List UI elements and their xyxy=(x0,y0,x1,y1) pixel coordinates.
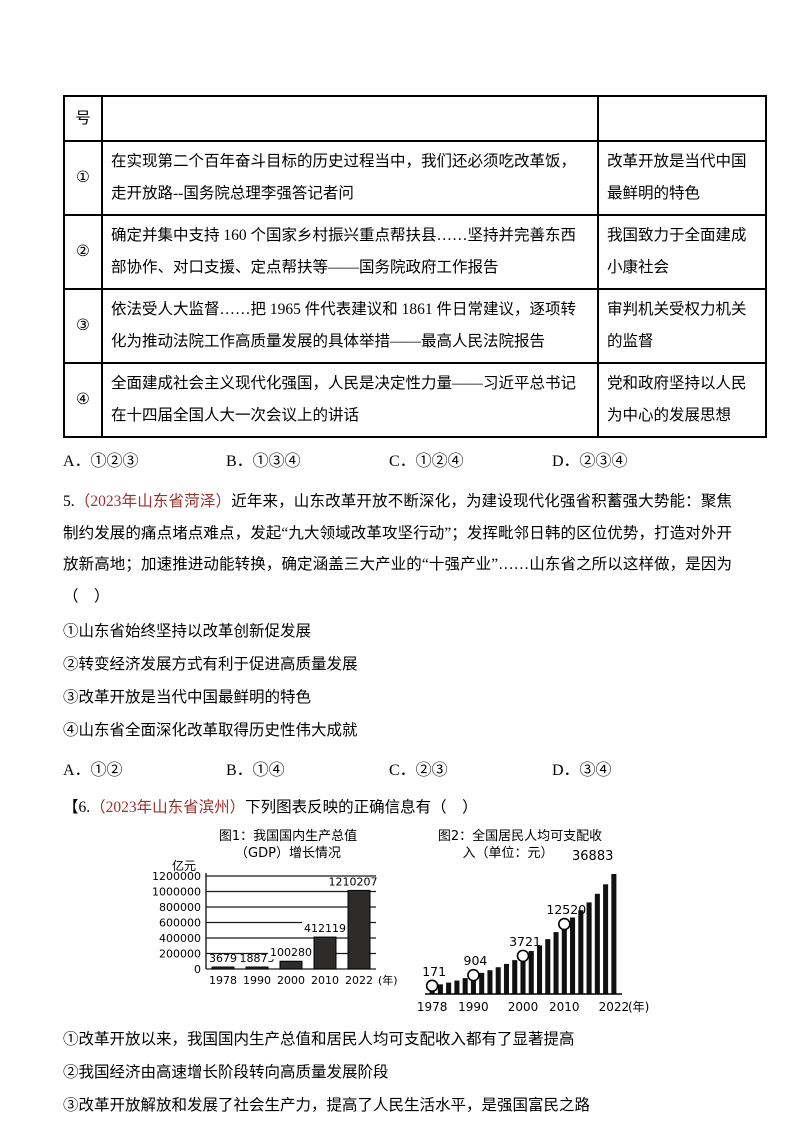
row-content: 依法受人大监督……把 1965 件代表建议和 1861 件日常建议，逐项转化为推… xyxy=(101,288,599,364)
q5-items: ①山东省始终坚持以改革创新促发展 ②转变经济发展方式有利于促进高质量发展 ③改革… xyxy=(63,615,732,747)
svg-text:(年): (年) xyxy=(378,973,398,987)
q5-item-1: ①山东省始终坚持以改革创新促发展 xyxy=(63,623,312,640)
q6-stem: 【6.（2023年山东省滨州）下列图表反映的正确信息有（ ） xyxy=(63,792,732,824)
svg-text:2022: 2022 xyxy=(598,1000,629,1014)
svg-text:36883: 36883 xyxy=(572,849,613,864)
q5-number: 5. xyxy=(63,493,75,510)
svg-text:100280: 100280 xyxy=(270,946,312,959)
svg-text:0: 0 xyxy=(194,963,201,976)
row-meaning: 党和政府坚持以人民为中心的发展思想 xyxy=(597,362,767,438)
svg-text:18873: 18873 xyxy=(239,952,274,965)
q6-statements: ①改革开放以来，我国国内生产总值和居民人均可支配收入都有了显著提高 ②我国经济由… xyxy=(63,1023,732,1122)
q6-statement-1: ①改革开放以来，我国国内生产总值和居民人均可支配收入都有了显著提高 xyxy=(63,1030,575,1048)
svg-text:1990: 1990 xyxy=(458,1000,489,1014)
q5-item-2: ②转变经济发展方式有利于促进高质量发展 xyxy=(63,656,358,673)
svg-text:400000: 400000 xyxy=(159,932,201,945)
materials-table: 号 ① 在实现第二个百年奋斗目标的历史过程当中，我们还必须吃改革饭，走开放路--… xyxy=(63,95,767,438)
svg-text:2022: 2022 xyxy=(345,974,373,987)
svg-text:1000000: 1000000 xyxy=(152,885,201,898)
row-content: 全面建成社会主义现代化强国，人民是决定性力量——习近平总书记在十四届全国人大一次… xyxy=(101,362,599,438)
svg-text:1978: 1978 xyxy=(209,974,237,987)
table-header-content xyxy=(101,95,599,142)
svg-text:入（单位：元）: 入（单位：元） xyxy=(462,846,553,861)
table-row: ③ 依法受人大监督……把 1965 件代表建议和 1861 件日常建议，逐项转化… xyxy=(63,288,767,364)
svg-text:3721: 3721 xyxy=(509,933,541,948)
svg-text:1200000: 1200000 xyxy=(152,870,201,883)
q5-source: （2023年山东省菏泽） xyxy=(74,493,232,510)
q6-number: 【6. xyxy=(63,799,91,816)
q5-item-3: ③改革开放是当代中国最鲜明的特色 xyxy=(63,689,312,706)
q5-option-d: D．③④ xyxy=(552,762,612,779)
svg-text:904: 904 xyxy=(463,953,487,968)
q4-answer-options: A．①②③ B．①③④ C．①②④ D．②③④ xyxy=(63,447,732,477)
svg-text:1978: 1978 xyxy=(416,1000,447,1014)
row-content: 在实现第二个百年奋斗目标的历史过程当中，我们还必须吃改革饭，走开放路--国务院总… xyxy=(101,140,599,216)
row-meaning: 改革开放是当代中国最鲜明的特色 xyxy=(597,140,767,216)
q4-option-c: C．①②④ xyxy=(389,453,464,470)
q5-text: 近年来，山东改革开放不断深化，为建设现代化强省积蓄强大势能：聚焦制约发展的痛点堵… xyxy=(63,493,732,605)
table-header-row: 号 xyxy=(63,95,767,142)
q5-option-c: C．②③ xyxy=(389,762,448,779)
svg-text:（GDP）增长情况: （GDP）增长情况 xyxy=(235,846,341,861)
table-header-meaning xyxy=(597,95,767,142)
q4-option-d: D．②③④ xyxy=(552,453,628,470)
row-num: ② xyxy=(63,214,103,290)
q4-option-b: B．①③④ xyxy=(226,453,301,470)
q6-statement-3: ③改革开放解放和发展了社会生产力，提高了人民生活水平，是强国富民之路 xyxy=(63,1096,591,1114)
row-content: 确定并集中支持 160 个国家乡村振兴重点帮扶县……坚持并完善东西部协作、对口支… xyxy=(101,214,599,290)
svg-text:图2：全国居民人均可支配收: 图2：全国居民人均可支配收 xyxy=(437,828,601,844)
svg-text:1210207: 1210207 xyxy=(328,875,377,888)
q5-item-4: ④山东省全面深化改革取得历史性伟大成就 xyxy=(63,722,358,739)
table-row: ② 确定并集中支持 160 个国家乡村振兴重点帮扶县……坚持并完善东西部协作、对… xyxy=(63,214,767,290)
table-header-num: 号 xyxy=(63,95,103,142)
svg-text:12520: 12520 xyxy=(546,902,586,917)
q6-text: 下列图表反映的正确信息有（ ） xyxy=(245,799,478,816)
q5-option-b: B．①④ xyxy=(226,762,285,779)
row-meaning: 审判机关受权力机关的监督 xyxy=(597,288,767,364)
row-num: ① xyxy=(63,140,103,216)
table-row: ④ 全面建成社会主义现代化强国，人民是决定性力量——习近平总书记在十四届全国人大… xyxy=(63,362,767,438)
svg-text:亿元: 亿元 xyxy=(172,858,196,873)
svg-text:(年): (年) xyxy=(628,1000,649,1014)
svg-text:800000: 800000 xyxy=(159,901,201,914)
row-meaning: 我国致力于全面建成小康社会 xyxy=(597,214,767,290)
svg-text:200000: 200000 xyxy=(159,947,201,960)
svg-text:600000: 600000 xyxy=(159,916,201,929)
svg-text:2010: 2010 xyxy=(549,1000,580,1014)
q4-option-a: A．①②③ xyxy=(63,453,139,470)
row-num: ③ xyxy=(63,288,103,364)
svg-text:图1：我国国内生产总值: 图1：我国国内生产总值 xyxy=(218,828,356,844)
svg-text:412119: 412119 xyxy=(304,922,346,935)
charts-row: 图1：我国国内生产总值 （GDP）增长情况亿元 0 200000 400000 60000… xyxy=(63,826,732,1018)
table-row: ① 在实现第二个百年奋斗目标的历史过程当中，我们还必须吃改革饭，走开放路--国务… xyxy=(63,140,767,216)
q5-option-a: A．①② xyxy=(63,762,123,779)
svg-text:2000: 2000 xyxy=(507,1000,538,1014)
svg-text:171: 171 xyxy=(422,963,446,978)
q5-answer-options: A．①② B．①④ C．②③ D．③④ xyxy=(63,756,732,786)
q5-stem: 5.（2023年山东省菏泽）近年来，山东改革开放不断深化，为建设现代化强省积蓄强… xyxy=(63,486,732,612)
svg-text:3679: 3679 xyxy=(209,952,237,965)
svg-text:1990: 1990 xyxy=(243,974,271,987)
row-num: ④ xyxy=(63,362,103,438)
q6-statement-2: ②我国经济由高速增长阶段转向高质量发展阶段 xyxy=(63,1063,389,1081)
svg-text:2010: 2010 xyxy=(311,974,339,987)
q6-source: （2023年山东省滨州） xyxy=(90,799,246,816)
svg-text:2000: 2000 xyxy=(277,974,305,987)
